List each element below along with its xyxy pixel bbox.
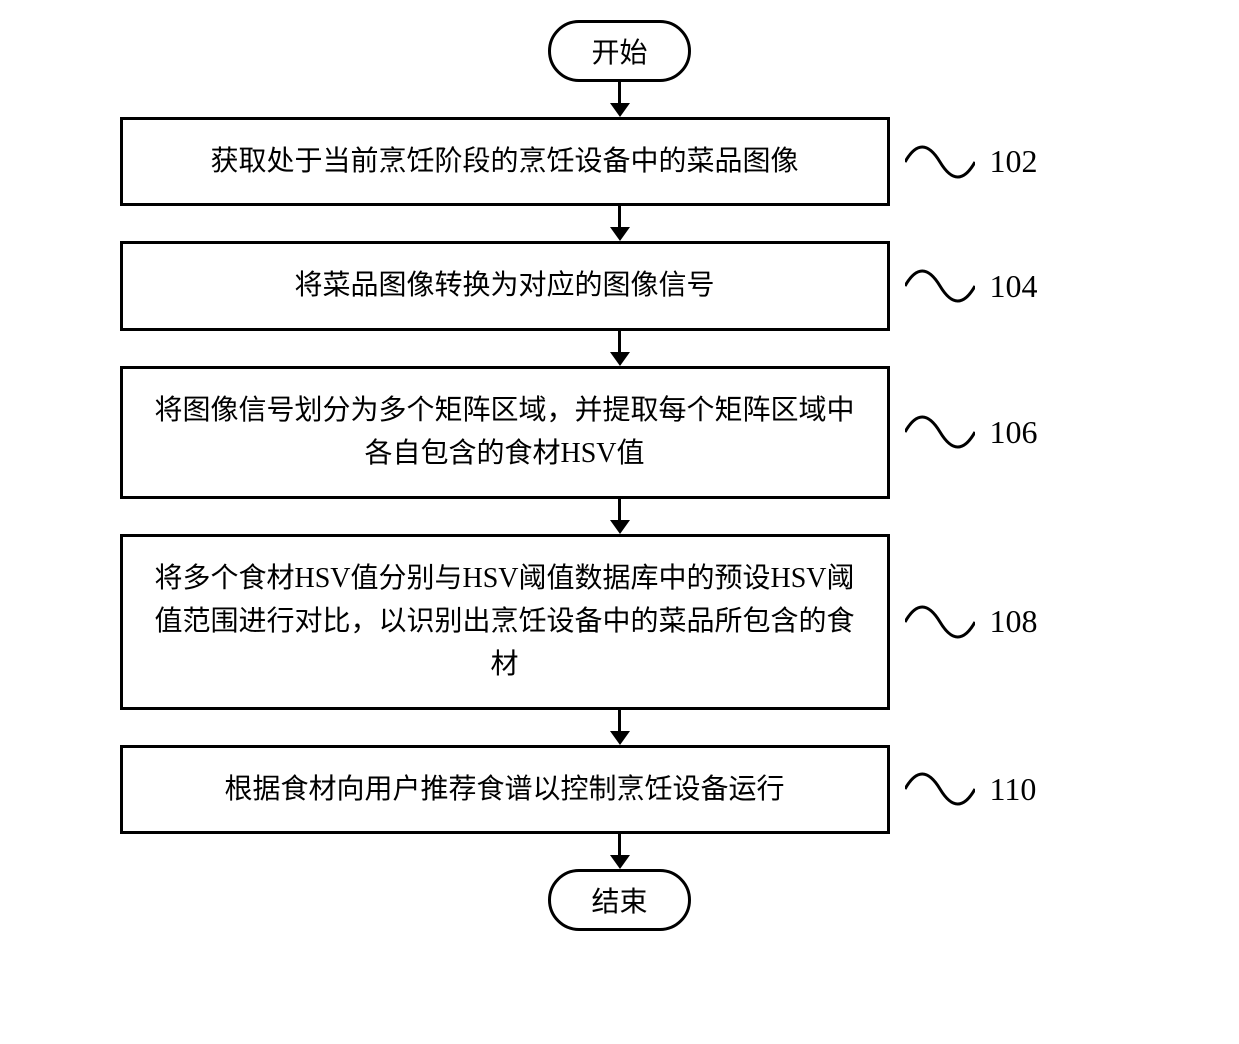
start-label: 开始 xyxy=(591,38,647,69)
arrow xyxy=(610,499,630,534)
wave-connector-icon xyxy=(905,597,975,647)
arrow-line xyxy=(618,834,621,855)
step-label: 106 xyxy=(990,414,1038,451)
step-text: 将多个食材HSV值分别与HSV阈值数据库中的预设HSV阈值范围进行对比，以识别出… xyxy=(154,563,854,681)
process-box: 将图像信号划分为多个矩阵区域，并提取每个矩阵区域中各自包含的食材HSV值 xyxy=(120,366,890,499)
end-terminator: 结束 xyxy=(548,869,690,931)
process-box: 根据食材向用户推荐食谱以控制烹饪设备运行 xyxy=(120,745,890,834)
arrow xyxy=(610,206,630,241)
arrow-head-icon xyxy=(610,352,630,366)
step-row-5: 根据食材向用户推荐食谱以控制烹饪设备运行 110 xyxy=(120,745,1120,834)
start-terminator: 开始 xyxy=(548,20,690,82)
step-text: 获取处于当前烹饪阶段的烹饪设备中的菜品图像 xyxy=(210,146,798,177)
process-box: 获取处于当前烹饪阶段的烹饪设备中的菜品图像 xyxy=(120,117,890,206)
step-text: 将图像信号划分为多个矩阵区域，并提取每个矩阵区域中各自包含的食材HSV值 xyxy=(154,395,854,469)
arrow xyxy=(610,710,630,745)
arrow-head-icon xyxy=(610,227,630,241)
arrow-line xyxy=(618,710,621,731)
wave-connector-icon xyxy=(905,137,975,187)
arrow-head-icon xyxy=(610,103,630,117)
arrow-line xyxy=(618,206,621,227)
process-box: 将多个食材HSV值分别与HSV阈值数据库中的预设HSV阈值范围进行对比，以识别出… xyxy=(120,534,890,710)
process-box: 将菜品图像转换为对应的图像信号 xyxy=(120,241,890,330)
arrow-head-icon xyxy=(610,855,630,869)
step-label: 104 xyxy=(990,268,1038,305)
step-text: 根据食材向用户推荐食谱以控制烹饪设备运行 xyxy=(224,774,784,805)
arrow xyxy=(610,331,630,366)
wave-connector-icon xyxy=(905,764,975,814)
arrow xyxy=(610,834,630,869)
arrow-head-icon xyxy=(610,520,630,534)
step-row-4: 将多个食材HSV值分别与HSV阈值数据库中的预设HSV阈值范围进行对比，以识别出… xyxy=(120,534,1120,710)
arrow-line xyxy=(618,82,621,103)
arrow xyxy=(610,82,630,117)
step-label: 110 xyxy=(990,771,1037,808)
wave-connector-icon xyxy=(905,407,975,457)
flowchart-container: 开始 获取处于当前烹饪阶段的烹饪设备中的菜品图像 102 将菜品图像转换为对应的… xyxy=(120,20,1120,931)
end-label: 结束 xyxy=(591,887,647,918)
step-text: 将菜品图像转换为对应的图像信号 xyxy=(294,270,714,301)
step-row-3: 将图像信号划分为多个矩阵区域，并提取每个矩阵区域中各自包含的食材HSV值 106 xyxy=(120,366,1120,499)
step-label: 108 xyxy=(990,603,1038,640)
arrow-line xyxy=(618,331,621,352)
arrow-head-icon xyxy=(610,731,630,745)
step-row-1: 获取处于当前烹饪阶段的烹饪设备中的菜品图像 102 xyxy=(120,117,1120,206)
step-label: 102 xyxy=(990,143,1038,180)
arrow-line xyxy=(618,499,621,520)
wave-connector-icon xyxy=(905,261,975,311)
step-row-2: 将菜品图像转换为对应的图像信号 104 xyxy=(120,241,1120,330)
